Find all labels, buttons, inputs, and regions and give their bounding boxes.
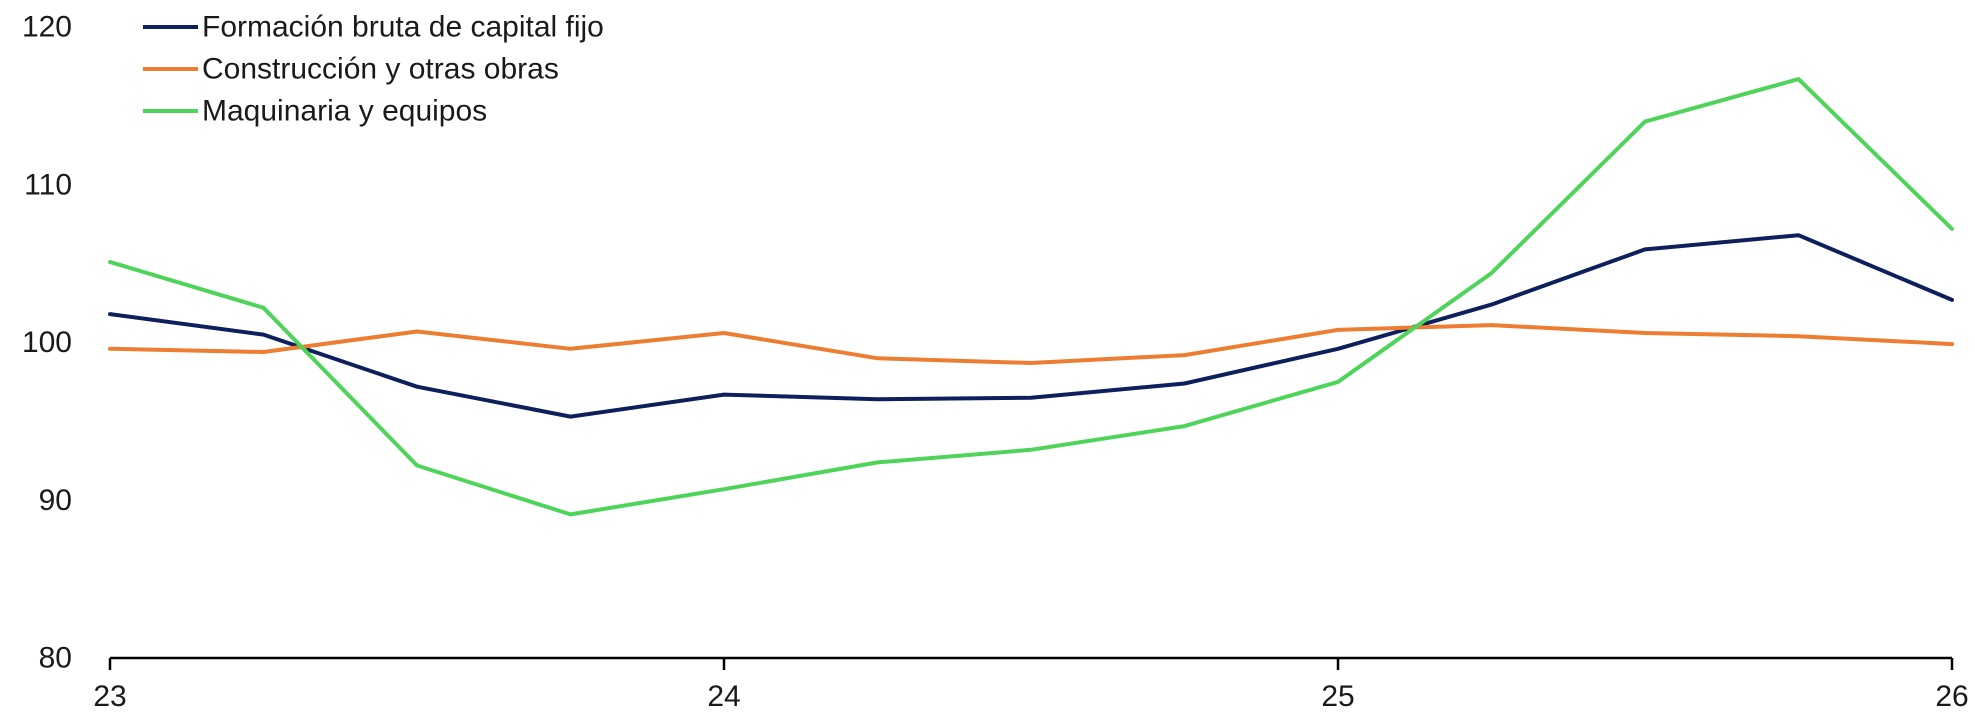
x-tick-label: 25	[1321, 680, 1354, 713]
y-tick-label: 120	[22, 11, 72, 44]
x-tick-label: 23	[93, 680, 126, 713]
series-line-1	[108, 233, 1954, 419]
x-tick-label: 26	[1935, 680, 1968, 713]
x-axis-ticks: 23 24 25 26	[93, 658, 1969, 713]
series-line-2	[108, 323, 1954, 365]
x-tick-label: 24	[707, 680, 740, 713]
series-lines	[108, 77, 1954, 517]
legend-label: Maquinaria y equipos	[202, 95, 487, 128]
y-axis-ticks: 80 90 100 110 120	[22, 11, 72, 675]
legend: Formación bruta de capital fijo Construcc…	[143, 11, 604, 128]
y-tick-label: 90	[39, 484, 72, 517]
legend-label: Formación bruta de capital fijo	[202, 11, 604, 44]
series-line-3	[108, 77, 1954, 517]
legend-label: Construcción y otras obras	[202, 53, 559, 86]
y-tick-label: 80	[39, 642, 72, 675]
y-tick-label: 100	[22, 326, 72, 359]
y-tick-label: 110	[24, 168, 72, 201]
